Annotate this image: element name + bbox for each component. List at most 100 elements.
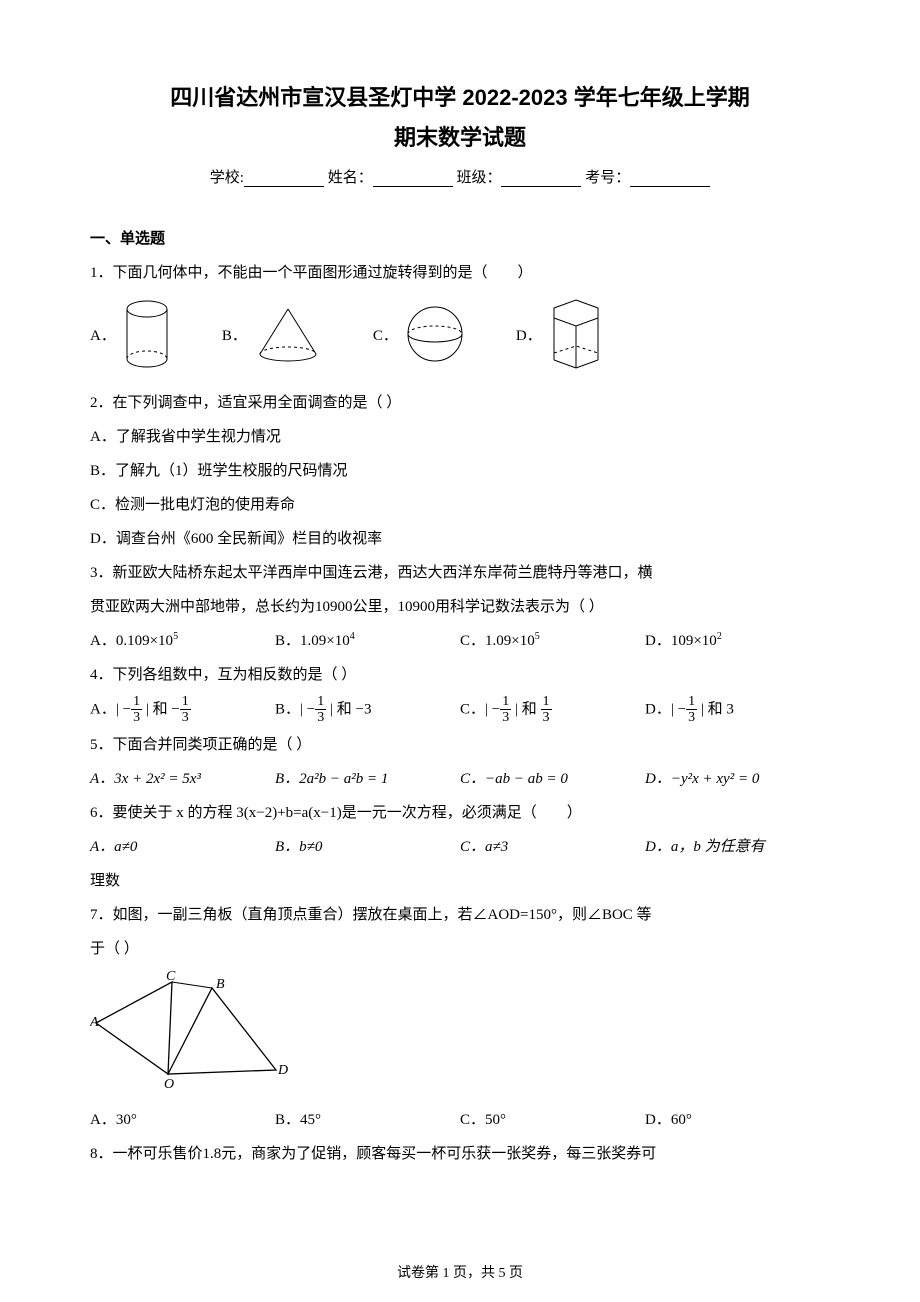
q4-C-label: C． (460, 701, 485, 717)
school-blank[interactable] (244, 173, 324, 187)
q5-C: C．−ab − ab = 0 (460, 764, 645, 794)
q6-D-a: D．a，b 为任意有 (645, 832, 830, 862)
q4-D-den: 3 (686, 710, 697, 725)
sphere-icon (404, 303, 466, 365)
q2-C: C．检测一批电灯泡的使用寿命 (90, 490, 830, 520)
q4-A-den: 3 (131, 710, 142, 725)
q4-D-post: | 和 3 (697, 701, 734, 717)
q7-label-A: A (90, 1015, 99, 1030)
q3-D-label: D． (645, 633, 671, 649)
name-label: 姓名： (328, 170, 373, 186)
q3-B: B．1.09×104 (275, 626, 460, 656)
q4-A: A．| −13 | 和 −13 (90, 694, 275, 726)
q7-D: D．60° (645, 1105, 830, 1135)
q4-C-pre: | − (485, 701, 500, 717)
exam-page: 四川省达州市宣汉县圣灯中学 2022-2023 学年七年级上学期 期末数学试题 … (0, 0, 920, 1302)
q3-A: A．0.109×105 (90, 626, 275, 656)
q1-stem: 1．下面几何体中，不能由一个平面图形通过旋转得到的是（ ） (90, 258, 830, 288)
class-blank[interactable] (501, 173, 581, 187)
q7-B: B．45° (275, 1105, 460, 1135)
q3-A-exp: 5 (173, 631, 178, 642)
q5-D: D．−y²x + xy² = 0 (645, 764, 830, 794)
q4-B-den: 3 (315, 710, 326, 725)
q4-D-label: D． (645, 701, 671, 717)
q3-B-label: B． (275, 633, 300, 649)
q3-D-base: 109 (671, 633, 694, 649)
q4-C-num: 1 (500, 694, 511, 710)
q3-stem-b: 贯亚欧两大洲中部地带，总长约为10900公里，10900用科学记数法表示为（ ） (90, 592, 830, 622)
title-line1: 四川省达州市宣汉县圣灯中学 2022-2023 学年七年级上学期 (90, 80, 830, 112)
q7-C: C．50° (460, 1105, 645, 1135)
q4-A-label: A． (90, 701, 116, 717)
triangle-boards-icon: A O C B D (90, 970, 290, 1090)
section-1-heading: 一、单选题 (90, 227, 830, 248)
student-info-line: 学校: 姓名： 班级： 考号： (90, 166, 830, 187)
q7-label-B: B (216, 977, 225, 992)
q2-B: B．了解九（1）班学生校服的尺码情况 (90, 456, 830, 486)
q3-C-base: 1.09 (485, 633, 511, 649)
q1-B-label: B． (222, 324, 247, 345)
q7-stem-a: 7．如图，一副三角板（直角顶点重合）摆放在桌面上，若∠AOD=150°，则∠BO… (90, 900, 830, 930)
q6-B: B．b≠0 (275, 832, 460, 862)
q4-D: D．| −13 | 和 3 (645, 694, 830, 726)
q6-stem: 6．要使关于 x 的方程 3(x−2)+b=a(x−1)是一元一次方程，必须满足… (90, 798, 830, 828)
class-label: 班级： (456, 170, 501, 186)
q4-A-mid: | 和 − (142, 701, 180, 717)
q7-stem-b: 于（ ） (90, 934, 830, 964)
q3-C-exp: 5 (535, 631, 540, 642)
exam-label: 考号： (585, 170, 630, 186)
q4-D-pre: | − (671, 701, 686, 717)
q7-A: A．30° (90, 1105, 275, 1135)
cylinder-icon (122, 299, 172, 369)
q1-opt-B: B． (222, 304, 323, 364)
q4-A-pre: | − (116, 701, 131, 717)
q4-C-mid: | 和 (511, 701, 540, 717)
q3-D: D．109×102 (645, 626, 830, 656)
q7-figure: A O C B D (90, 970, 830, 1095)
q4-B-num: 1 (315, 694, 326, 710)
q1-opt-C: C． (373, 303, 466, 365)
q1-D-label: D． (516, 324, 542, 345)
q4-C-den: 3 (500, 710, 511, 725)
q7-label-C: C (166, 970, 176, 984)
q2-A: A．了解我省中学生视力情况 (90, 422, 830, 452)
q4-C-num2: 1 (541, 694, 552, 710)
q4-A-num: 1 (131, 694, 142, 710)
q7-label-O: O (164, 1077, 174, 1090)
q4-B: B．| −13 | 和 −3 (275, 694, 460, 726)
q1-A-label: A． (90, 324, 116, 345)
q3-A-base: 0.109 (116, 633, 150, 649)
q6-A: A．a≠0 (90, 832, 275, 862)
q1-opt-D: D． (516, 298, 604, 370)
q4-B-post: | 和 −3 (326, 701, 371, 717)
q4-A-den2: 3 (180, 710, 191, 725)
school-label: 学校: (210, 170, 244, 186)
name-blank[interactable] (373, 173, 453, 187)
q6-options: A．a≠0 B．b≠0 C．a≠3 D．a，b 为任意有 (90, 832, 830, 862)
q4-B-pre: | − (300, 701, 315, 717)
q1-opt-A: A． (90, 299, 172, 369)
q3-C-label: C． (460, 633, 485, 649)
q4-C-den2: 3 (541, 710, 552, 725)
title-line2: 期末数学试题 (90, 120, 830, 152)
q4-A-num2: 1 (180, 694, 191, 710)
q3-stem-a: 3．新亚欧大陆桥东起太平洋西岸中国连云港，西达大西洋东岸荷兰鹿特丹等港口，横 (90, 558, 830, 588)
q5-options: A．3x + 2x² = 5x³ B．2a²b − a²b = 1 C．−ab … (90, 764, 830, 794)
q2-D: D．调查台州《600 全民新闻》栏目的收视率 (90, 524, 830, 554)
q3-A-label: A． (90, 633, 116, 649)
hex-prism-icon (548, 298, 604, 370)
q4-C: C．| −13 | 和 13 (460, 694, 645, 726)
q3-B-base: 1.09 (300, 633, 326, 649)
q7-options: A．30° B．45° C．50° D．60° (90, 1105, 830, 1135)
cone-icon (253, 304, 323, 364)
q7-label-D: D (277, 1063, 288, 1078)
q3-C: C．1.09×105 (460, 626, 645, 656)
q5-A: A．3x + 2x² = 5x³ (90, 764, 275, 794)
exam-blank[interactable] (630, 173, 710, 187)
q1-C-label: C． (373, 324, 398, 345)
q1-options: A． B． C． (90, 298, 830, 370)
q4-B-label: B． (275, 701, 300, 717)
q3-B-exp: 4 (350, 631, 355, 642)
q5-B: B．2a²b − a²b = 1 (275, 764, 460, 794)
q4-D-num: 1 (686, 694, 697, 710)
